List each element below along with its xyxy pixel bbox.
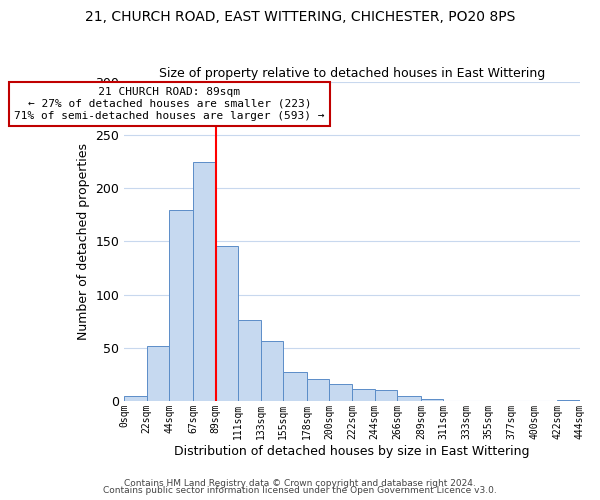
Bar xyxy=(307,378,329,401)
Bar xyxy=(147,346,169,401)
Bar xyxy=(352,389,374,401)
Text: Contains HM Land Registry data © Crown copyright and database right 2024.: Contains HM Land Registry data © Crown c… xyxy=(124,478,476,488)
X-axis label: Distribution of detached houses by size in East Wittering: Distribution of detached houses by size … xyxy=(175,444,530,458)
Bar xyxy=(215,246,238,401)
Bar xyxy=(329,384,352,401)
Bar xyxy=(374,390,397,401)
Bar xyxy=(557,400,580,401)
Y-axis label: Number of detached properties: Number of detached properties xyxy=(77,143,90,340)
Bar xyxy=(124,396,147,401)
Bar xyxy=(397,396,421,401)
Bar xyxy=(283,372,307,401)
Bar xyxy=(238,320,261,401)
Bar xyxy=(193,162,215,401)
Bar xyxy=(421,399,443,401)
Text: Contains public sector information licensed under the Open Government Licence v3: Contains public sector information licen… xyxy=(103,486,497,495)
Text: 21 CHURCH ROAD: 89sqm   
← 27% of detached houses are smaller (223)
71% of semi-: 21 CHURCH ROAD: 89sqm ← 27% of detached … xyxy=(14,88,325,120)
Bar xyxy=(169,210,193,401)
Bar xyxy=(261,342,283,401)
Title: Size of property relative to detached houses in East Wittering: Size of property relative to detached ho… xyxy=(159,66,545,80)
Text: 21, CHURCH ROAD, EAST WITTERING, CHICHESTER, PO20 8PS: 21, CHURCH ROAD, EAST WITTERING, CHICHES… xyxy=(85,10,515,24)
